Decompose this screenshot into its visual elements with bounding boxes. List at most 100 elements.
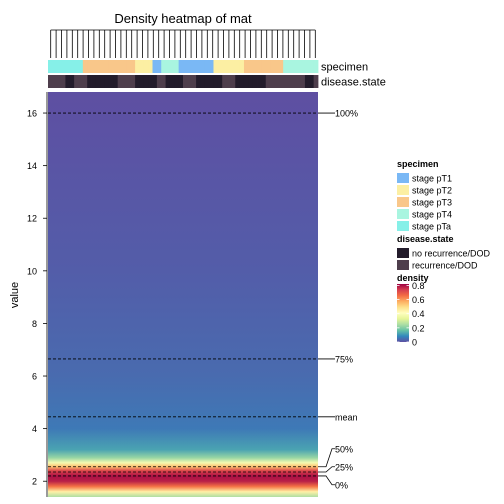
annotation-cell-specimen (113, 60, 119, 73)
annotation-cell-specimen (313, 60, 319, 73)
annotation-cell-specimen (130, 60, 136, 73)
legend-label: stage pT2 (412, 186, 452, 196)
legend-label: stage pTa (412, 222, 451, 232)
quantile-connector (318, 448, 335, 468)
annotation-cell-specimen (209, 60, 214, 73)
annotation-cell-specimen (152, 60, 158, 73)
annotation-cell-disease-state (148, 75, 153, 88)
annotation-cell-disease-state (65, 75, 71, 88)
annotation-cell-specimen (174, 60, 180, 73)
annotation-cell-disease-state (52, 75, 58, 88)
annotation-cell-disease-state (230, 75, 236, 88)
annotation-cell-disease-state (296, 75, 301, 88)
annotation-cell-specimen (296, 60, 301, 73)
annotation-cell-specimen (117, 60, 123, 73)
annotation-cell-specimen (183, 60, 188, 73)
annotation-cell-disease-state (78, 75, 84, 88)
annotation-cell-disease-state (56, 75, 62, 88)
legend-title: disease.state (397, 234, 454, 244)
annotation-cell-specimen (100, 60, 106, 73)
annotation-cell-disease-state (187, 75, 193, 88)
annotation-cell-specimen (95, 60, 101, 73)
annotation-cell-disease-state (61, 75, 66, 88)
annotation-cell-disease-state (91, 75, 97, 88)
annotation-cell-specimen (213, 60, 219, 73)
annotation-cell-disease-state (135, 75, 140, 88)
annotation-cell-disease-state (274, 75, 280, 88)
annotation-cell-specimen (291, 60, 297, 73)
annotation-cell-specimen (204, 60, 210, 73)
annotation-cell-disease-state (139, 75, 145, 88)
quantile-label: 75% (335, 354, 353, 364)
legend-swatch (397, 248, 409, 258)
density-colorbar (397, 284, 409, 342)
annotation-cell-disease-state (196, 75, 201, 88)
y-tick-label: 8 (32, 319, 37, 329)
annotation-cell-disease-state (222, 75, 227, 88)
annotation-cell-specimen (156, 60, 162, 73)
annotation-cell-disease-state (130, 75, 136, 88)
legend-title: specimen (397, 159, 439, 169)
annotation-cell-specimen (74, 60, 79, 73)
quantile-lines: 100% 75% mean 50% 25% 0% (48, 109, 358, 490)
annotation-cell-disease-state (291, 75, 297, 88)
annotation-label-disease-state: disease.state (321, 77, 386, 89)
annotation-cell-specimen (257, 60, 262, 73)
annotation-cell-specimen (139, 60, 145, 73)
annotation-cell-specimen (65, 60, 71, 73)
quantile-label: 50% (335, 444, 353, 454)
annotation-cell-specimen (91, 60, 97, 73)
annotation-cell-specimen (82, 60, 88, 73)
annotation-cell-specimen (126, 60, 132, 73)
legend-label: stage pT3 (412, 198, 452, 208)
annotation-cell-disease-state (126, 75, 132, 88)
annotation-cell-specimen (230, 60, 236, 73)
annotation-cell-specimen (248, 60, 254, 73)
annotation-cell-disease-state (104, 75, 110, 88)
annotation-cell-disease-state (248, 75, 254, 88)
annotation-label-specimen: specimen (321, 62, 368, 74)
annotation-cell-specimen (304, 60, 310, 73)
legend-swatch (397, 197, 409, 207)
annotation-cell-disease-state (87, 75, 92, 88)
annotation-cell-specimen (309, 60, 315, 73)
annotation-cell-specimen (226, 60, 232, 73)
annotation-cell-disease-state (178, 75, 184, 88)
annotation-cell-disease-state (304, 75, 310, 88)
y-tick-label: 4 (32, 424, 37, 434)
annotation-cell-specimen (261, 60, 267, 73)
annotation-cell-specimen (108, 60, 114, 73)
annotation-cell-disease-state (235, 75, 241, 88)
annotation-cell-disease-state (309, 75, 315, 88)
annotation-cell-disease-state (270, 75, 275, 88)
annotation-cell-specimen (148, 60, 153, 73)
annotation-cell-disease-state (117, 75, 123, 88)
annotation-cell-disease-state (183, 75, 188, 88)
annotation-cell-specimen (222, 60, 227, 73)
annotation-cell-disease-state (156, 75, 162, 88)
quantile-label: 25% (335, 462, 353, 472)
legend-swatch (397, 209, 409, 219)
y-axis-label: value (9, 282, 21, 308)
y-tick-label: 10 (27, 266, 37, 276)
annotation-cell-specimen (143, 60, 149, 73)
annotation-cell-disease-state (122, 75, 127, 88)
annotation-cell-disease-state (191, 75, 197, 88)
annotation-cell-disease-state (165, 75, 171, 88)
heatmap-density-fill (48, 92, 318, 497)
colorbar-tick-label: 0.8 (412, 281, 425, 291)
annotation-cell-specimen (278, 60, 284, 73)
annotation-cell-disease-state (69, 75, 75, 88)
annotation-cell-disease-state (257, 75, 262, 88)
annotation-cell-disease-state (265, 75, 271, 88)
annotation-cell-specimen (239, 60, 245, 73)
annotation-cell-disease-state (113, 75, 119, 88)
density-legend-title: density (397, 273, 429, 283)
annotation-cell-specimen (235, 60, 241, 73)
quantile-label: 100% (335, 109, 358, 119)
annotation-cell-specimen (270, 60, 275, 73)
annotation-cell-specimen (165, 60, 171, 73)
annotation-cell-specimen (78, 60, 84, 73)
y-tick-label: 14 (27, 161, 37, 171)
